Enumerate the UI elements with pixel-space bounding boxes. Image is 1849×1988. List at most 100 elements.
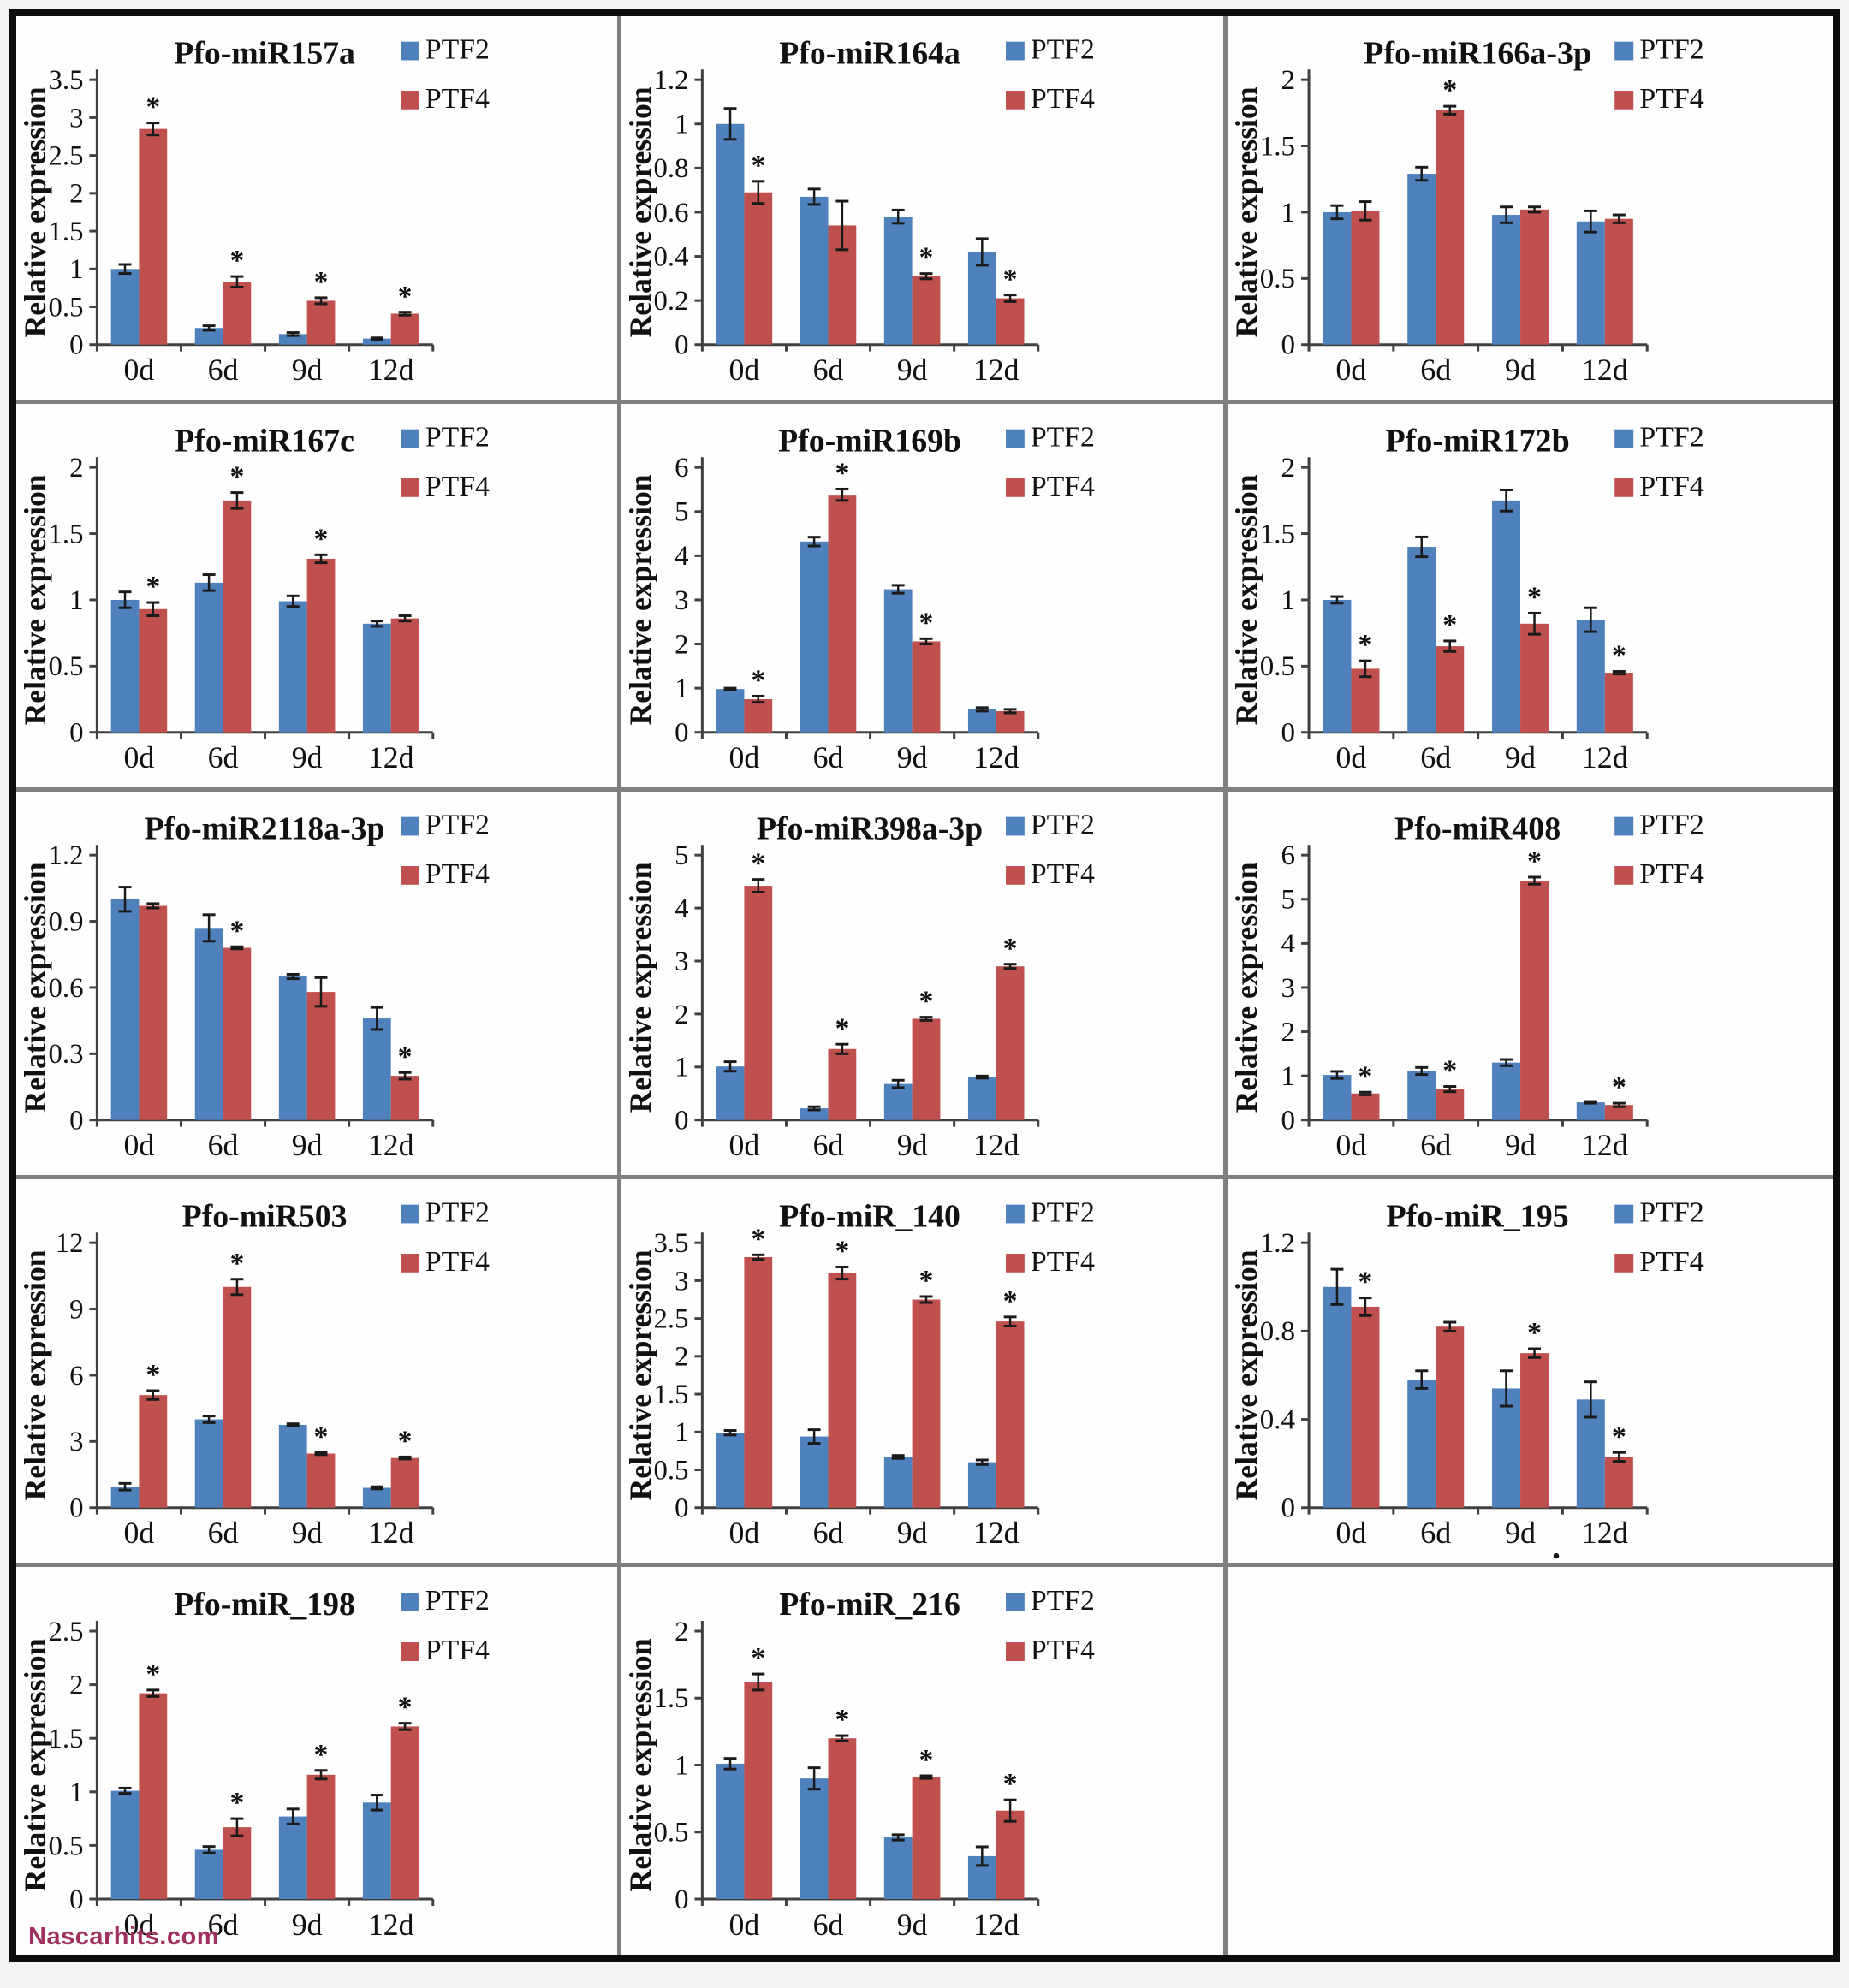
- y-tick-label: 5: [1281, 885, 1295, 916]
- y-tick-label: 0: [675, 1493, 688, 1524]
- y-axis-title: Relative expression: [18, 1638, 52, 1891]
- bar-ptf2-6d: [1406, 547, 1436, 733]
- legend-label-PTF4: PTF4: [1031, 858, 1095, 890]
- legend-label-PTF4: PTF4: [425, 471, 490, 502]
- chart-Pfo-miR_216: Pfo-miR_216 PTF2 PTF4 0 0.5 1 1.5 2 Relative exp…: [623, 1585, 1095, 1942]
- y-axis-title: Relative expression: [623, 474, 657, 725]
- legend-label-PTF4: PTF4: [425, 1246, 490, 1278]
- x-tick-label: 12d: [368, 740, 414, 774]
- legend-label-PTF4: PTF4: [425, 1635, 490, 1666]
- significance-star: *: [229, 461, 244, 493]
- y-tick-label: 1: [675, 1053, 688, 1083]
- legend-label-PTF4: PTF4: [1031, 83, 1095, 115]
- y-tick-label: 2: [69, 453, 83, 484]
- bar-ptf4-6d: [828, 1738, 857, 1899]
- chart-title: Pfo-miR157a: [174, 35, 355, 71]
- chart-cell-Pfo-miR164a: Pfo-miR164a PTF2 PTF4 0 0.2 0.4 0.6 0.8 1 1.2 Rela…: [621, 16, 1228, 404]
- legend-label-PTF4: PTF4: [1031, 471, 1095, 502]
- chart-Pfo-miR166a-3p: Pfo-miR166a-3p PTF2 PTF4 0 0.5 1 1.5 2 Relative …: [1228, 34, 1703, 388]
- chart-title: Pfo-miR172b: [1385, 424, 1569, 460]
- y-tick-label: 1: [1281, 198, 1295, 228]
- chart-cell-Pfo-miR408: Pfo-miR408 PTF2 PTF4 0 1 2 3 4 5 6 Relative expres…: [1227, 792, 1833, 1179]
- y-tick-label: 0.6: [49, 973, 84, 1004]
- legend-swatch-PTF4: [401, 1254, 419, 1273]
- y-tick-label: 2: [675, 1617, 688, 1647]
- y-tick-label: 2: [675, 1000, 688, 1030]
- legend-swatch-PTF4: [1614, 866, 1633, 885]
- bar-ptf4-0d: [1351, 211, 1380, 345]
- legend-label-PTF2: PTF2: [1639, 422, 1704, 454]
- y-tick-label: 3: [675, 947, 688, 977]
- y-axis-title: Relative expression: [623, 862, 657, 1113]
- y-tick-label: 3: [675, 1266, 688, 1297]
- x-tick-label: 0d: [124, 740, 155, 774]
- y-tick-label: 2.5: [654, 1304, 689, 1335]
- x-tick-label: 9d: [292, 353, 323, 387]
- legend-swatch-PTF4: [1006, 1254, 1026, 1273]
- y-tick-label: 2: [675, 1342, 688, 1373]
- bar-ptf4-12d: [996, 710, 1025, 733]
- significance-star: *: [314, 523, 329, 555]
- bar-ptf2-0d: [716, 689, 745, 733]
- significance-star: *: [1003, 1768, 1018, 1800]
- significance-star: *: [919, 242, 934, 274]
- chart-Pfo-miR167c: Pfo-miR167c PTF2 PTF4 0 0.5 1 1.5 2 Relative exp…: [18, 422, 490, 775]
- x-tick-label: 6d: [208, 1908, 239, 1942]
- legend-label-PTF2: PTF2: [425, 34, 490, 66]
- bar-ptf4-9d: [912, 1777, 941, 1899]
- y-tick-label: 0.8: [1259, 1316, 1294, 1347]
- significance-star: *: [398, 1692, 413, 1724]
- x-tick-label: 0d: [124, 1516, 155, 1550]
- bar-ptf4-12d: [390, 1076, 419, 1120]
- bar-ptf4-9d: [1519, 1353, 1549, 1508]
- legend-label-PTF2: PTF2: [1031, 1197, 1095, 1229]
- bar-ptf4-0d: [139, 1395, 168, 1508]
- x-tick-label: 6d: [1420, 1516, 1451, 1550]
- y-tick-label: 0.6: [654, 198, 689, 228]
- bar-ptf4-0d: [744, 192, 773, 345]
- figure-panel: Pfo-miR157a PTF2 PTF4 0 0.5 1 1.5 2 2.5 3 3.5 Relat…: [9, 9, 1840, 1962]
- y-tick-label: 1: [69, 1777, 83, 1808]
- y-tick-label: 1: [69, 585, 83, 616]
- legend-swatch-PTF4: [1006, 91, 1026, 110]
- x-tick-label: 12d: [368, 1516, 414, 1550]
- x-tick-label: 9d: [897, 740, 928, 774]
- bar-ptf2-9d: [1491, 1062, 1520, 1120]
- bar-ptf4-9d: [1519, 209, 1549, 345]
- bar-ptf4-12d: [996, 298, 1025, 345]
- chart-cell-Pfo-miR157a: Pfo-miR157a PTF2 PTF4 0 0.5 1 1.5 2 2.5 3 3.5 Relat…: [16, 16, 622, 404]
- significance-star: *: [919, 986, 934, 1018]
- bar-ptf2-12d: [1576, 1102, 1605, 1120]
- y-tick-label: 5: [675, 840, 688, 871]
- y-tick-label: 4: [675, 541, 688, 572]
- bar-ptf4-6d: [1435, 646, 1464, 733]
- x-tick-label: 0d: [1335, 1128, 1366, 1162]
- legend-label-PTF4: PTF4: [425, 83, 490, 115]
- bar-ptf2-0d: [1323, 211, 1352, 345]
- significance-star: *: [752, 150, 766, 181]
- significance-star: *: [1003, 1285, 1018, 1317]
- chart-Pfo-miR408: Pfo-miR408 PTF2 PTF4 0 1 2 3 4 5 6 Relative expres…: [1228, 810, 1703, 1163]
- chart-Pfo-miR2118a-3p: Pfo-miR2118a-3p PTF2 PTF4 0 0.3 0.6 0.9 1.2Rela…: [18, 810, 490, 1163]
- bar-ptf2-12d: [362, 1802, 391, 1899]
- bar-ptf4-0d: [1351, 1093, 1380, 1120]
- chart-title: Pfo-miR2118a-3p: [145, 810, 385, 846]
- legend-swatch-PTF4: [1006, 478, 1026, 497]
- bar-ptf2-0d: [110, 599, 140, 733]
- bar-ptf2-12d: [968, 1077, 997, 1120]
- x-tick-label: 6d: [1420, 353, 1451, 387]
- bar-ptf4-6d: [1435, 110, 1464, 345]
- x-tick-label: 9d: [1505, 353, 1536, 387]
- significance-star: *: [835, 1012, 850, 1044]
- bar-ptf4-6d: [1435, 1089, 1464, 1120]
- significance-star: *: [835, 458, 850, 490]
- legend-label-PTF2: PTF2: [1639, 1197, 1704, 1229]
- chart-title: Pfo-miR408: [1394, 811, 1561, 847]
- x-tick-label: 0d: [1335, 353, 1366, 387]
- significance-star: *: [1527, 582, 1542, 614]
- legend-swatch-PTF4: [401, 91, 419, 110]
- x-tick-label: 12d: [368, 353, 414, 387]
- bar-ptf2-12d: [968, 1462, 997, 1508]
- legend-swatch-PTF4: [1006, 1642, 1026, 1661]
- legend-swatch-PTF2: [1006, 1204, 1026, 1224]
